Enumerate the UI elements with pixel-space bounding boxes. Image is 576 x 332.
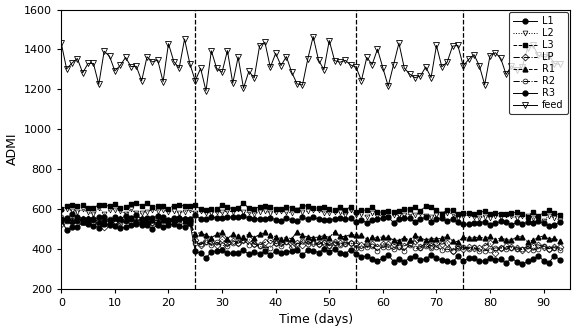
L2 <box>149 208 156 212</box>
L1 <box>272 218 279 222</box>
Line: R2: R2 <box>59 214 562 253</box>
L1 <box>556 220 563 224</box>
L1 <box>149 215 156 219</box>
Line: R3: R3 <box>59 219 562 267</box>
Line: feed: feed <box>59 34 563 94</box>
R2 <box>267 246 274 250</box>
L2 <box>363 215 370 219</box>
Line: L3: L3 <box>59 201 562 219</box>
R1 <box>272 235 279 239</box>
L1 <box>363 221 370 225</box>
L2 <box>438 212 445 216</box>
LP <box>58 222 65 226</box>
feed <box>369 62 376 66</box>
R3 <box>267 253 274 257</box>
R1 <box>524 240 531 244</box>
R1 <box>438 236 445 240</box>
Y-axis label: ADMI: ADMI <box>6 133 18 165</box>
L3 <box>58 207 65 211</box>
L3 <box>187 204 194 208</box>
R3 <box>519 263 526 267</box>
R2 <box>58 215 65 219</box>
L3 <box>240 201 247 205</box>
LP <box>556 245 563 249</box>
LP <box>256 243 263 247</box>
R3 <box>251 250 257 254</box>
L3 <box>524 214 531 218</box>
feed <box>187 62 194 66</box>
R1 <box>149 218 156 222</box>
R1 <box>58 217 65 221</box>
LP <box>363 242 370 246</box>
LP <box>272 241 279 245</box>
R2 <box>251 242 257 246</box>
R1 <box>90 216 97 220</box>
R3 <box>58 219 65 223</box>
L3 <box>363 208 370 212</box>
R3 <box>143 223 150 227</box>
LP <box>143 221 150 225</box>
feed <box>58 41 65 45</box>
R1 <box>363 237 370 241</box>
Line: L2: L2 <box>59 205 562 223</box>
L2 <box>540 219 547 223</box>
L2 <box>256 210 263 214</box>
L1 <box>438 216 445 220</box>
Line: L1: L1 <box>59 212 562 228</box>
L3 <box>272 207 279 211</box>
R2 <box>358 246 365 250</box>
R3 <box>358 255 365 259</box>
R3 <box>433 256 440 260</box>
R2 <box>433 245 440 249</box>
L1 <box>192 213 199 217</box>
X-axis label: Time (days): Time (days) <box>279 313 353 326</box>
Legend: L1, L2, L3, LP, R1, R2, R3, feed: L1, L2, L3, LP, R1, R2, R3, feed <box>509 13 567 114</box>
R1 <box>556 239 563 243</box>
R3 <box>187 221 194 225</box>
L1 <box>69 212 75 216</box>
L3 <box>256 205 263 209</box>
feed <box>556 62 563 66</box>
R1 <box>256 232 263 236</box>
R2 <box>187 217 194 221</box>
L2 <box>58 209 65 213</box>
L2 <box>192 210 199 214</box>
LP <box>192 238 199 242</box>
R3 <box>556 258 563 262</box>
LP <box>176 216 183 220</box>
R1 <box>192 231 199 235</box>
L3 <box>143 202 150 206</box>
feed <box>310 35 317 39</box>
LP <box>492 251 499 255</box>
feed <box>444 60 450 64</box>
R2 <box>556 248 563 252</box>
L2 <box>272 210 279 214</box>
Line: LP: LP <box>59 215 562 255</box>
L3 <box>556 213 563 217</box>
LP <box>438 242 445 246</box>
feed <box>272 51 279 55</box>
R2 <box>143 220 150 224</box>
feed <box>203 89 210 93</box>
L1 <box>58 217 65 221</box>
Line: R1: R1 <box>59 215 562 244</box>
feed <box>143 55 150 59</box>
R2 <box>476 249 483 253</box>
feed <box>256 44 263 48</box>
L2 <box>556 218 563 222</box>
L2 <box>95 206 102 210</box>
L1 <box>545 224 552 228</box>
L3 <box>438 212 445 216</box>
L1 <box>256 216 263 220</box>
